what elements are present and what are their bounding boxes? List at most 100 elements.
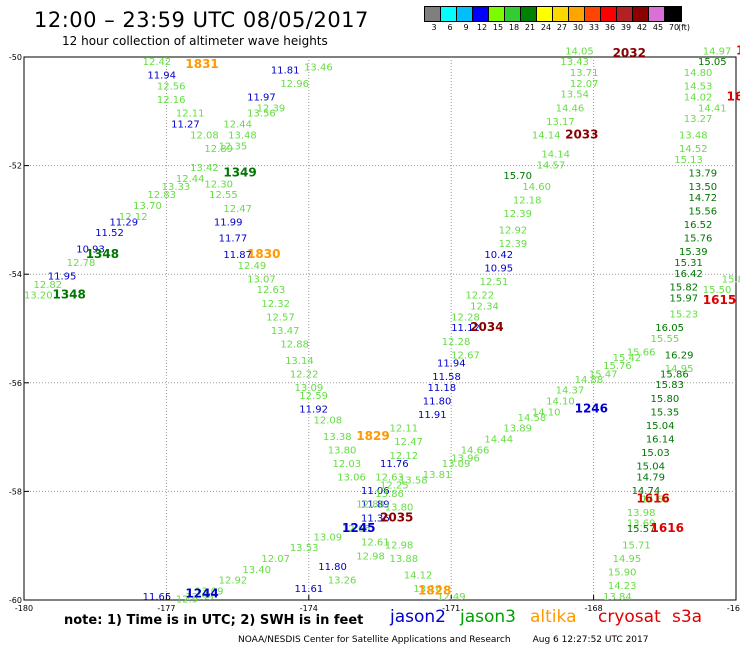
wave-height-label: 12.59 [299, 391, 328, 402]
wave-height-label: 10.93 [76, 244, 105, 255]
color-swatch [473, 7, 489, 21]
wave-height-label: 13.42 [190, 163, 219, 174]
wave-height-label: 13.50 [689, 182, 718, 193]
wave-height-label: 11.36 [361, 513, 390, 524]
wave-height-label: 14.10 [532, 407, 561, 418]
wave-height-label: 11.94 [437, 359, 466, 370]
wave-height-label: 11.65 [143, 592, 172, 603]
wave-height-label: 13.56 [247, 109, 276, 120]
footer: NOAA/NESDIS Center for Satellite Applica… [238, 635, 649, 645]
wave-height-label: 12.92 [499, 225, 528, 236]
wave-height-label: 15.57 [627, 524, 656, 535]
wave-height-label: 13.86 [375, 489, 404, 500]
wave-height-label: 13.43 [560, 57, 589, 68]
wave-height-label: 12.98 [356, 551, 385, 562]
wave-height-label: 13.07 [247, 274, 276, 285]
map-frame [23, 56, 737, 601]
color-scale-label: 6 [447, 23, 453, 32]
wave-height-label: 15.86 [660, 369, 689, 380]
pass-time-label: 2035 [380, 510, 413, 524]
wave-height-label: 14.41 [698, 103, 727, 114]
color-scale-label: 30 [572, 23, 584, 32]
latitude-tick-label: -58 [9, 487, 22, 496]
latitude-tick-label: -54 [9, 270, 22, 279]
latitude-tick-label: -60 [9, 596, 22, 605]
wave-height-label: 12.08 [314, 416, 343, 427]
wave-height-label: 12.63 [375, 473, 404, 484]
wave-height-label: 12.47 [394, 437, 423, 448]
wave-height-label: 11.91 [418, 410, 447, 421]
legend-cryosat: cryosat [598, 607, 661, 627]
color-scale-label: 70 [668, 23, 680, 32]
wave-height-label: 10.42 [484, 250, 513, 261]
wave-height-label: 12.11 [389, 424, 418, 435]
wave-height-label: 14.57 [537, 160, 566, 171]
wave-height-label: 16.14 [646, 435, 675, 446]
wave-height-label: 13.09 [442, 459, 471, 470]
wave-height-label: 15.70 [503, 171, 532, 182]
wave-height-label: 12.44 [223, 120, 252, 131]
wave-height-label: 13.14 [285, 356, 314, 367]
wave-height-label: 11.80 [318, 562, 347, 573]
wave-height-label: 12.65 [342, 524, 371, 535]
wave-height-label: 12.16 [157, 95, 186, 106]
color-scale-label: 21 [524, 23, 536, 32]
wave-height-label: 14.52 [679, 144, 708, 155]
wave-height-label: 16.52 [684, 220, 713, 231]
wave-height-label: 13.71 [570, 68, 599, 79]
wave-height-label: 13.88 [389, 554, 418, 565]
wave-height-label: 11.12 [451, 323, 480, 334]
wave-height-label: 12.11 [176, 109, 205, 120]
wave-height-label: 12.39 [257, 103, 286, 114]
color-swatch [569, 7, 585, 21]
wave-height-label: 15.13 [674, 155, 703, 166]
wave-height-label: 12.83 [147, 190, 176, 201]
wave-height-label: 14.79 [636, 473, 665, 484]
wave-height-label: 14.88 [575, 375, 604, 386]
wave-height-label: 12.88 [356, 500, 385, 511]
page-subtitle: 12 hour collection of altimeter wave hei… [62, 34, 328, 48]
wave-height-label: 15.90 [608, 568, 637, 579]
legend-jason3: jason3 [460, 607, 516, 627]
wave-height-label: 11.77 [219, 234, 248, 245]
color-swatch [425, 7, 441, 21]
color-swatch [521, 7, 537, 21]
wave-height-label: 13.98 [627, 508, 656, 519]
wave-height-label: 13.46 [304, 63, 333, 74]
wave-height-label: 13.33 [162, 182, 191, 193]
wave-height-label: 12.49 [437, 592, 466, 603]
wave-height-label: 16.05 [655, 323, 684, 334]
wave-height-label: 11.58 [432, 372, 461, 383]
wave-height-label: 11.27 [171, 120, 200, 131]
wave-height-label: 14.37 [556, 386, 585, 397]
wave-height-label: 11.29 [109, 217, 138, 228]
wave-height-label: 12.39 [499, 239, 528, 250]
wave-height-label: 13.09 [195, 587, 224, 598]
wave-height-label: 14.66 [461, 445, 490, 456]
wave-height-label: 12.55 [209, 190, 238, 201]
wave-height-label: 15.71 [622, 540, 651, 551]
wave-height-label: 11.95 [48, 272, 77, 283]
wave-height-label: 13.96 [451, 454, 480, 465]
wave-height-label: 12.34 [470, 301, 499, 312]
color-swatch [601, 7, 617, 21]
wave-height-label: 15.83 [655, 380, 684, 391]
wave-height-label: 12.39 [503, 209, 532, 220]
wave-height-label: 14.64 [641, 494, 670, 505]
color-swatch [505, 7, 521, 21]
color-scale-label: 18 [508, 23, 520, 32]
wave-height-label: 12.07 [570, 79, 599, 90]
wave-height-label: 13.26 [328, 576, 357, 587]
wave-height-label: 11.06 [361, 486, 390, 497]
wave-height-label: 12.12 [389, 451, 418, 462]
wave-height-label: 13.89 [503, 424, 532, 435]
wave-height-label: 13.20 [24, 291, 53, 302]
wave-height-label: 15.23 [670, 310, 699, 321]
wave-height-label: 13.54 [560, 90, 589, 101]
wave-height-label: 12.35 [219, 141, 248, 152]
wave-height-label: 15.82 [670, 282, 699, 293]
latitude-tick-label: -50 [9, 53, 22, 62]
wave-height-label: 13.09 [314, 532, 343, 543]
